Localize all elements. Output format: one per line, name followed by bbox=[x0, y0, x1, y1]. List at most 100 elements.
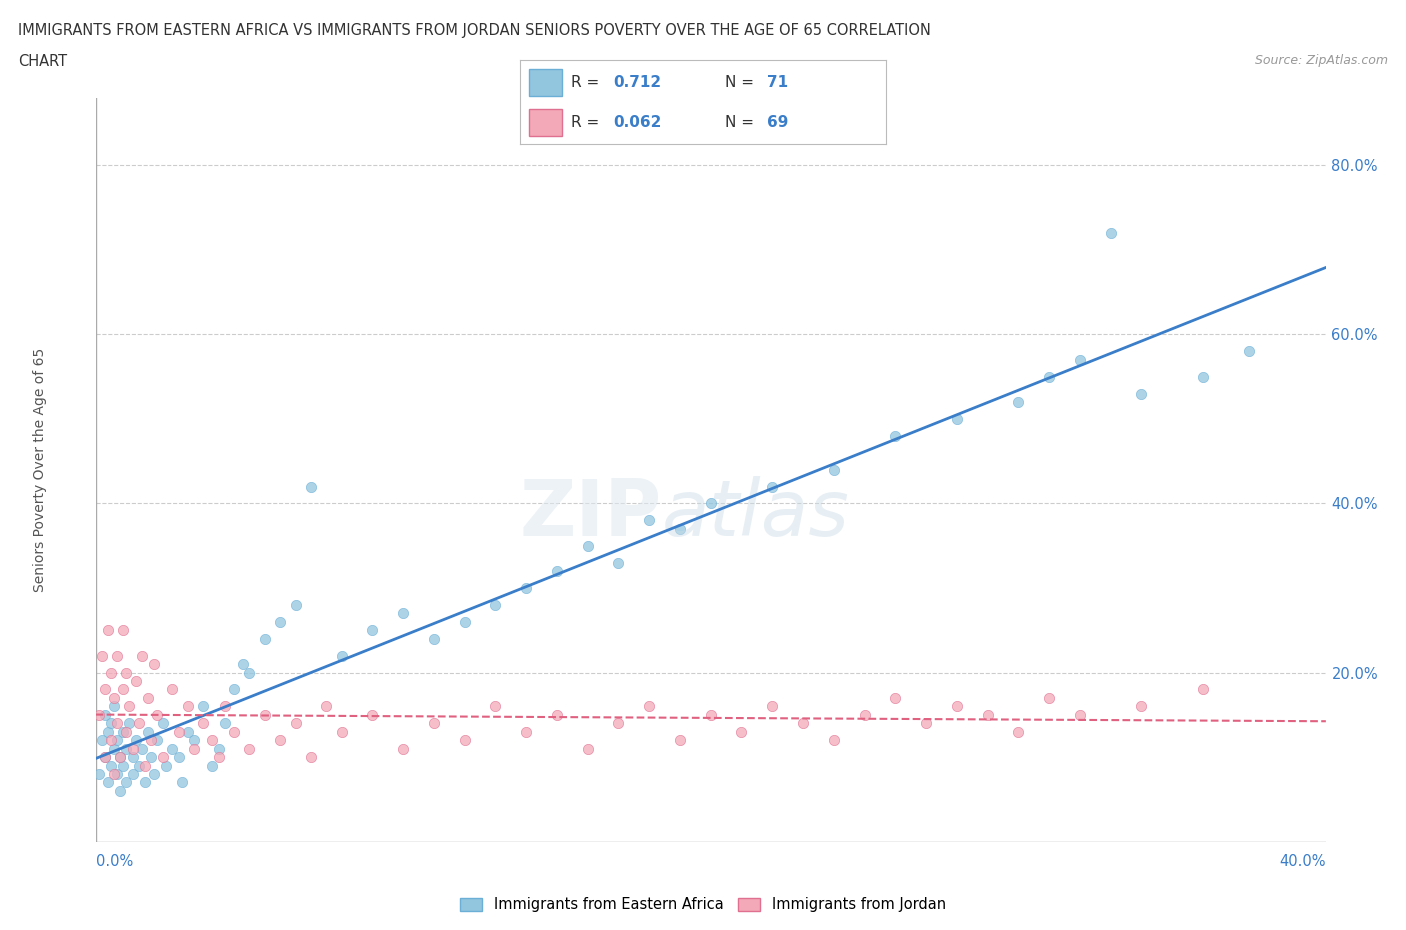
Bar bbox=[530, 109, 562, 136]
Text: N =: N = bbox=[725, 115, 759, 130]
Point bbox=[853, 708, 876, 723]
Point bbox=[946, 411, 969, 426]
Text: 69: 69 bbox=[768, 115, 789, 130]
Point bbox=[110, 750, 132, 764]
Text: 40.0%: 40.0% bbox=[1279, 854, 1326, 869]
Point bbox=[124, 733, 146, 748]
Point bbox=[607, 555, 630, 570]
Point bbox=[97, 724, 120, 739]
Point bbox=[155, 758, 177, 773]
Point bbox=[1130, 386, 1153, 401]
Point bbox=[361, 623, 384, 638]
Point bbox=[515, 580, 537, 595]
Point bbox=[669, 733, 692, 748]
Point bbox=[330, 724, 353, 739]
Point bbox=[423, 631, 446, 646]
Point bbox=[110, 750, 132, 764]
Point bbox=[115, 741, 138, 756]
Point bbox=[103, 741, 125, 756]
Point bbox=[193, 699, 215, 714]
Point bbox=[761, 479, 783, 494]
Point bbox=[201, 733, 224, 748]
Point bbox=[576, 538, 599, 553]
Point bbox=[299, 750, 322, 764]
Text: Seniors Poverty Over the Age of 65: Seniors Poverty Over the Age of 65 bbox=[34, 348, 48, 591]
Point bbox=[167, 750, 190, 764]
Point bbox=[162, 741, 184, 756]
Point bbox=[162, 682, 184, 697]
Point bbox=[134, 758, 156, 773]
Point bbox=[146, 733, 169, 748]
Point bbox=[90, 733, 112, 748]
Point bbox=[105, 733, 128, 748]
Point bbox=[423, 716, 446, 731]
Point bbox=[638, 699, 661, 714]
Point bbox=[94, 682, 117, 697]
Point bbox=[546, 564, 568, 578]
Point bbox=[576, 741, 599, 756]
Point bbox=[484, 597, 506, 612]
Point bbox=[269, 615, 291, 630]
Text: R =: R = bbox=[571, 115, 605, 130]
Point bbox=[1007, 724, 1029, 739]
Point bbox=[484, 699, 506, 714]
Point bbox=[112, 758, 135, 773]
Point bbox=[124, 673, 146, 688]
Point bbox=[131, 648, 153, 663]
Point bbox=[392, 741, 415, 756]
Text: CHART: CHART bbox=[18, 54, 67, 69]
Point bbox=[700, 496, 723, 511]
Point bbox=[183, 741, 205, 756]
Point bbox=[152, 716, 174, 731]
Point bbox=[97, 775, 120, 790]
Bar bbox=[530, 69, 562, 96]
Point bbox=[1069, 708, 1091, 723]
Point bbox=[253, 631, 276, 646]
Point bbox=[152, 750, 174, 764]
Point bbox=[454, 733, 477, 748]
Point bbox=[103, 766, 125, 781]
Point bbox=[139, 733, 162, 748]
Point bbox=[761, 699, 783, 714]
Point bbox=[170, 775, 193, 790]
Text: Source: ZipAtlas.com: Source: ZipAtlas.com bbox=[1254, 54, 1388, 67]
Text: 0.712: 0.712 bbox=[613, 74, 662, 89]
Point bbox=[222, 682, 245, 697]
Point bbox=[222, 724, 245, 739]
Point bbox=[193, 716, 215, 731]
Point bbox=[121, 750, 143, 764]
Point bbox=[607, 716, 630, 731]
Point bbox=[128, 758, 150, 773]
Point bbox=[299, 479, 322, 494]
Point bbox=[112, 623, 135, 638]
Point bbox=[115, 775, 138, 790]
Point bbox=[232, 657, 254, 671]
Point bbox=[115, 665, 138, 680]
Point bbox=[214, 716, 236, 731]
Point bbox=[330, 648, 353, 663]
Point bbox=[361, 708, 384, 723]
Legend: Immigrants from Eastern Africa, Immigrants from Jordan: Immigrants from Eastern Africa, Immigran… bbox=[454, 891, 952, 918]
Text: N =: N = bbox=[725, 74, 759, 89]
Point bbox=[100, 733, 122, 748]
Point bbox=[146, 708, 169, 723]
Point bbox=[238, 665, 260, 680]
Point bbox=[103, 699, 125, 714]
Point bbox=[823, 733, 845, 748]
Point bbox=[208, 750, 231, 764]
Point bbox=[100, 665, 122, 680]
Point bbox=[315, 699, 337, 714]
Point bbox=[730, 724, 752, 739]
Point bbox=[110, 783, 132, 798]
Point bbox=[546, 708, 568, 723]
Point bbox=[238, 741, 260, 756]
Point bbox=[103, 690, 125, 705]
Point bbox=[118, 699, 141, 714]
Point bbox=[700, 708, 723, 723]
Point bbox=[269, 733, 291, 748]
Point bbox=[823, 462, 845, 477]
Point bbox=[143, 657, 166, 671]
Point bbox=[214, 699, 236, 714]
Point bbox=[87, 766, 110, 781]
Point bbox=[121, 766, 143, 781]
